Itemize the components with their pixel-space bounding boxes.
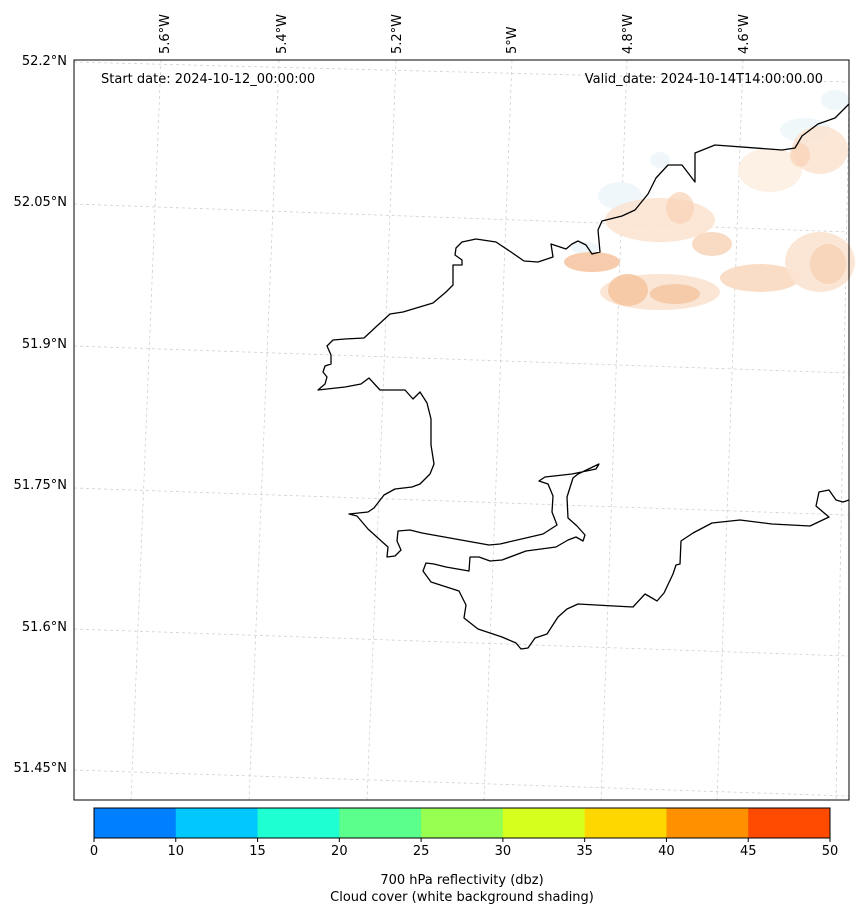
colorbar-segment [666, 808, 749, 838]
cloud-patch [821, 90, 849, 110]
colorbar-tick-label: 10 [168, 844, 185, 859]
colorbar-segment [502, 808, 586, 838]
cloud-patch [650, 152, 670, 168]
colorbar-border [93, 807, 831, 839]
reflectivity-patch [666, 192, 694, 224]
colorbar-segment [421, 808, 504, 838]
colorbar-tick-label: 30 [495, 844, 512, 859]
lat-tick-label: 52.2°N [22, 54, 67, 69]
reflectivity-patch [650, 284, 700, 304]
colorbar-segment [257, 808, 340, 838]
colorbar-tick-label: 15 [249, 844, 266, 859]
map-panel [73, 59, 855, 801]
lat-tick-label: 51.45°N [14, 761, 67, 776]
colorbar-tick-label: 20 [331, 844, 348, 859]
lon-tick-label: 4.6°W [737, 14, 752, 54]
colorbar-tick-label: 45 [740, 844, 757, 859]
colorbar-segment [175, 808, 259, 838]
reflectivity-patch [810, 244, 846, 284]
colorbar-tick-label: 25 [413, 844, 430, 859]
lat-tick-label: 51.6°N [22, 620, 67, 635]
reflectivity-patch [738, 148, 802, 192]
lat-tick-label: 51.9°N [22, 337, 67, 352]
lon-tick-label: 5.2°W [390, 14, 405, 54]
colorbar-label-line2: Cloud cover (white background shading) [330, 890, 594, 905]
reflectivity-patch [790, 143, 810, 167]
lon-tick-label: 5°W [505, 26, 520, 54]
lat-tick-labels: 52.2°N 52.05°N 51.9°N 51.75°N 51.6°N 51.… [14, 54, 67, 776]
reflectivity-patch [720, 264, 800, 292]
lat-tick-label: 52.05°N [14, 195, 67, 210]
lat-tick-label: 51.75°N [14, 478, 67, 493]
reflectivity-field [564, 126, 855, 310]
cloud-patch [571, 242, 599, 254]
lon-tick-label: 4.8°W [621, 14, 636, 54]
coastline-main [317, 103, 850, 650]
lon-tick-label: 5.4°W [275, 14, 290, 54]
colorbar-segment [94, 808, 177, 838]
reflectivity-patch [608, 274, 648, 306]
reflectivity-patch [692, 232, 732, 256]
colorbar-tick-label: 35 [576, 844, 593, 859]
map-border [73, 59, 850, 801]
colorbar-label-line1: 700 hPa reflectivity (dbz) [380, 873, 543, 888]
map-background [74, 60, 849, 800]
lon-tick-label: 5.6°W [158, 14, 173, 54]
colorbar-tick-label: 50 [822, 844, 839, 859]
lon-gridline [835, 99, 850, 801]
graticule [73, 59, 850, 801]
colorbar-tick-label: 40 [658, 844, 675, 859]
lon-tick-labels: 5.6°W 5.4°W 5.2°W 5°W 4.8°W 4.6°W [158, 14, 752, 54]
colorbar-segment [339, 808, 422, 838]
coastline [317, 103, 850, 650]
colorbar-segment [748, 808, 831, 838]
reflectivity-patch [564, 252, 620, 272]
start-date-label: Start date: 2024-10-12_00:00:00 [101, 72, 315, 87]
colorbar: 0 10 15 20 25 30 35 40 45 50 [90, 807, 839, 859]
colorbar-tick-label: 0 [90, 844, 98, 859]
colorbar-segment [584, 808, 667, 838]
valid-date-label: Valid_date: 2024-10-14T14:00:00.00 [585, 72, 823, 87]
